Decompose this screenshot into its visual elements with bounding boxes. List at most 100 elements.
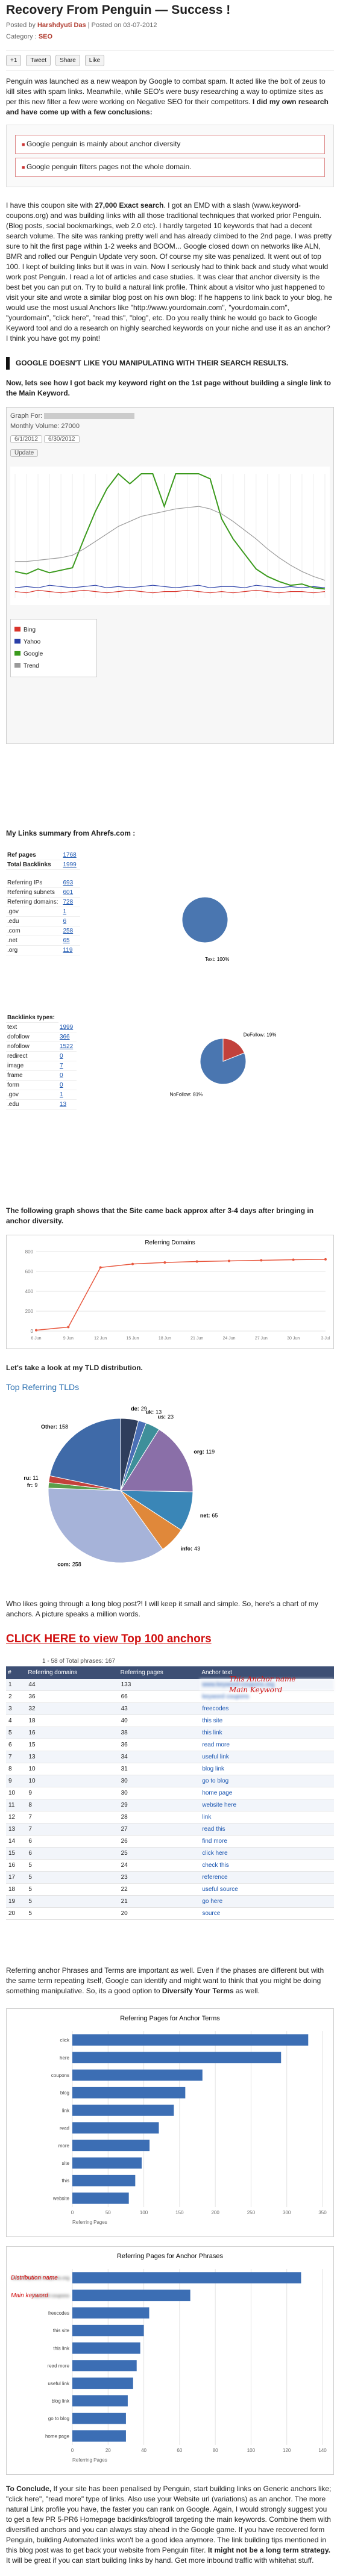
row-value[interactable]: 119: [63, 946, 73, 954]
domains-caption: The following graph shows that the Site …: [6, 1206, 314, 1225]
cell: this link: [200, 1727, 334, 1739]
row-value[interactable]: 7: [59, 1063, 63, 1069]
cell: 25: [118, 1847, 200, 1860]
table-row: Referring IPs 693: [6, 878, 80, 888]
legend-item: Bing: [14, 625, 93, 635]
column-header: Anchor text: [200, 1666, 334, 1679]
row-value[interactable]: 1522: [59, 1043, 74, 1050]
pie-label: info: 43: [181, 1545, 201, 1551]
posted-on: | Posted on 03-07-2012: [87, 22, 157, 29]
y-tick-label: more: [58, 2143, 70, 2149]
bar: [72, 2430, 126, 2442]
cell: 32: [26, 1702, 119, 1715]
story-text: I have this coupon site with: [6, 201, 95, 209]
legend-item: Google: [14, 649, 93, 659]
cell: 31: [118, 1763, 200, 1775]
x-tick-label: 300: [283, 2210, 291, 2215]
table-row: 8 10 31 blog link: [6, 1763, 334, 1775]
row-value[interactable]: 693: [63, 879, 74, 886]
cell: 17: [6, 1871, 27, 1884]
bar: [72, 2157, 142, 2169]
row-value[interactable]: 1999: [63, 861, 77, 868]
cell: reference: [200, 1871, 334, 1884]
category-link[interactable]: SEO: [38, 33, 53, 40]
x-tick-label: 15 Jun: [126, 1336, 139, 1341]
anchors-intro: Who likes going through a long blog post…: [6, 1600, 318, 1618]
table-row: 9 10 30 go to blog: [6, 1775, 334, 1787]
cell: 5: [26, 1907, 119, 1920]
pie-value: 100%: [217, 957, 229, 962]
cell: 30: [118, 1775, 200, 1787]
share-button[interactable]: Share: [55, 55, 80, 66]
row-value[interactable]: 0: [59, 1082, 63, 1088]
pie-category: us:: [157, 1414, 166, 1420]
share-button[interactable]: +1: [6, 55, 22, 66]
row-value[interactable]: 0: [59, 1072, 63, 1079]
text-pie: Text: 100%: [181, 896, 229, 962]
point: [163, 1261, 166, 1264]
y-tick-label: read: [60, 2126, 69, 2131]
bar: [72, 2105, 174, 2116]
cell: 7: [26, 1823, 119, 1836]
date-from[interactable]: 6/1/2012: [10, 435, 42, 443]
x-tick-label: 12 Jun: [94, 1336, 107, 1341]
row-value[interactable]: 1: [63, 908, 67, 915]
summary-table: Ref pages 1768 Total Backlinks 1999 Referrin…: [6, 851, 80, 955]
pie-category: info:: [181, 1545, 193, 1551]
x-tick-label: 100: [140, 2210, 148, 2215]
row-value[interactable]: 728: [63, 898, 74, 905]
ahrefs-domains: Ref pages 1768 Total Backlinks 1999 Referrin…: [6, 851, 334, 1013]
chart-frame: [6, 2246, 334, 2475]
row-value[interactable]: 1: [59, 1091, 63, 1098]
table-row: 14 6 26 find more: [6, 1835, 334, 1848]
pie-label: Text: 100%: [205, 957, 229, 962]
row-value[interactable]: 258: [63, 927, 74, 934]
cell: 10: [26, 1775, 119, 1787]
cell: 30: [118, 1787, 200, 1799]
table-row: 6 15 36 read more: [6, 1739, 334, 1751]
author-link[interactable]: Harshdyuti Das: [37, 22, 86, 29]
intro-bold: I did my own research and have come up w…: [6, 98, 329, 116]
cell: 7: [6, 1751, 27, 1763]
row-value[interactable]: 65: [63, 937, 70, 944]
cell: 8: [26, 1799, 119, 1811]
update-button[interactable]: Update: [10, 449, 39, 457]
pie-label: fr: 9: [27, 1482, 38, 1488]
bar: [72, 2324, 144, 2336]
row-label: .gov: [6, 907, 62, 917]
share-button[interactable]: Like: [84, 55, 105, 66]
row-value[interactable]: 601: [63, 889, 74, 896]
row-value[interactable]: 0: [59, 1053, 63, 1060]
point: [67, 1326, 70, 1329]
x-tick-label: 9 Jun: [63, 1336, 74, 1341]
pie-value: 29: [141, 1406, 147, 1412]
row-value-cell: 1999: [58, 1022, 77, 1032]
table-row: 10 9 30 home page: [6, 1787, 334, 1799]
date-to[interactable]: 6/30/2012: [44, 435, 80, 443]
row-value[interactable]: 1999: [59, 1023, 74, 1031]
cell: 10: [26, 1763, 119, 1775]
top-anchors-link[interactable]: CLICK HERE to view Top 100 anchors: [6, 1633, 212, 1645]
x-tick-label: 21 Jun: [190, 1336, 203, 1341]
row-value[interactable]: 1768: [63, 852, 77, 858]
row-value[interactable]: 6: [63, 917, 67, 925]
pie-category: net:: [200, 1512, 210, 1518]
pie-value: 9: [34, 1482, 37, 1488]
cell: 66: [118, 1690, 200, 1703]
table-row: Referring domains: 728: [6, 897, 80, 907]
types-table: Backlinks types: text 1999 dofollow 366 nofol…: [6, 1013, 77, 1110]
y-tick-label: 0: [31, 1329, 34, 1334]
table-row: Ref pages 1768: [6, 851, 80, 860]
share-button[interactable]: Tweet: [26, 55, 51, 66]
table-row: nofollow 1522: [6, 1041, 77, 1052]
conclusion-bold: To Conclude,: [6, 2484, 52, 2493]
row-value[interactable]: 13: [59, 1101, 67, 1108]
table-row: dofollow 366: [6, 1032, 77, 1042]
row-label: Referring subnets: [6, 887, 62, 898]
table-row: Backlinks types:: [6, 1013, 77, 1023]
row-value[interactable]: 366: [59, 1034, 70, 1040]
row-value-cell: 65: [61, 936, 80, 946]
table-row: 17 5 23 reference: [6, 1871, 334, 1884]
